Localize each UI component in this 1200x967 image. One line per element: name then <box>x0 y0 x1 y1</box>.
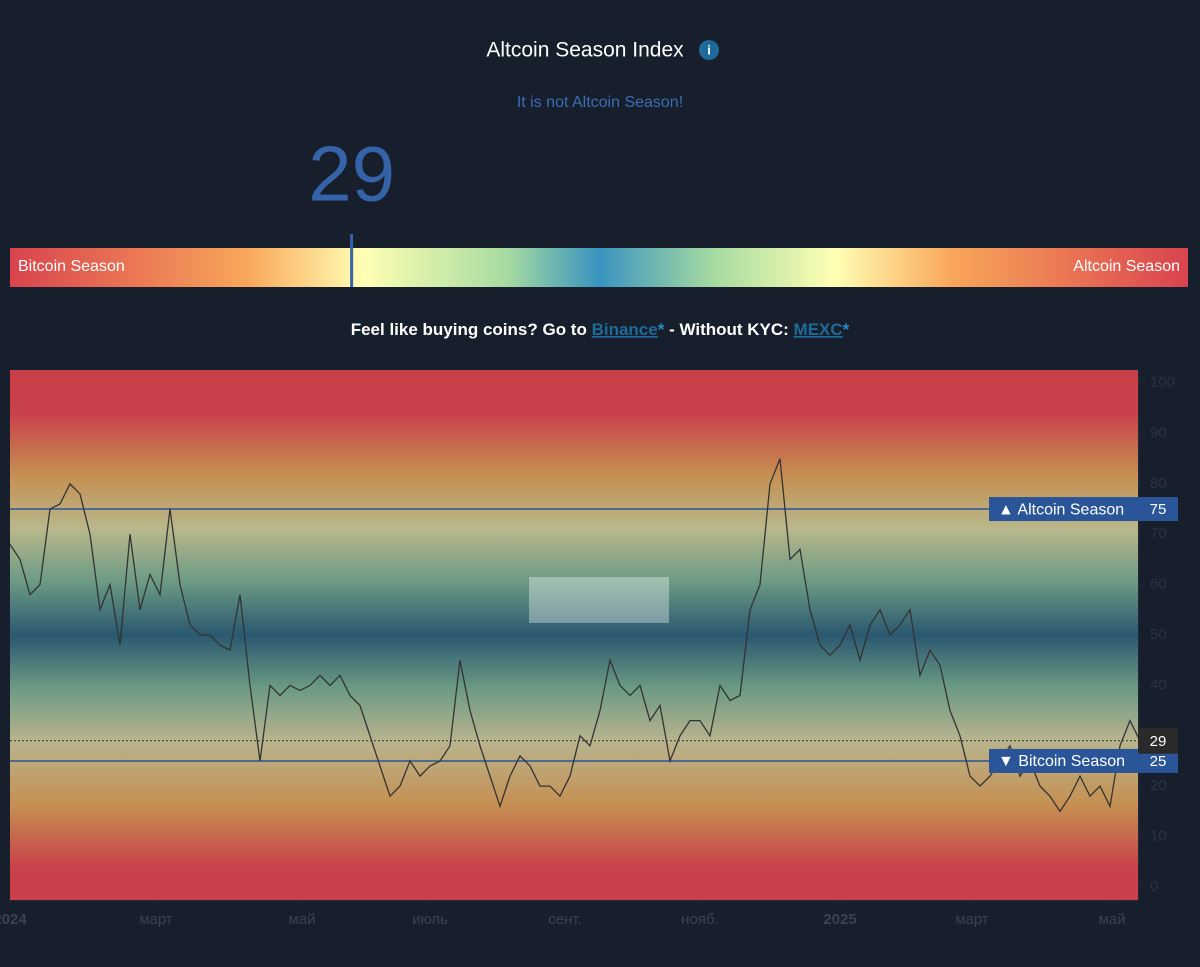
reference-tag: 25 <box>1150 753 1167 770</box>
reference-tag: 75 <box>1150 501 1167 518</box>
y-tick-label: 50 <box>1150 626 1167 643</box>
x-tick-label: май <box>1098 911 1125 928</box>
star: * <box>843 320 850 339</box>
y-tick-label: 10 <box>1150 827 1167 844</box>
reference-label: ▲ Altcoin Season <box>998 501 1124 518</box>
reference-label: ▼ Bitcoin Season <box>998 753 1125 770</box>
series-line <box>10 458 1138 813</box>
gauge-left-label: Bitcoin Season <box>18 258 125 275</box>
x-tick-label: март <box>955 911 989 928</box>
axes: 01020304050607080901002024мартмайиюльсен… <box>0 374 1178 928</box>
x-tick-label: 2025 <box>823 911 856 928</box>
y-tick-label: 90 <box>1150 424 1167 441</box>
x-tick-label: июль <box>412 911 448 928</box>
x-tick-label: 2024 <box>0 911 27 928</box>
y-tick-label: 70 <box>1150 525 1167 542</box>
x-tick-label: нояб. <box>681 911 719 928</box>
plot-background <box>10 370 1138 900</box>
reference-label-box <box>989 497 1138 522</box>
promo: Feel like buying coins? Go to Binance* -… <box>351 320 850 339</box>
promo-text: - Without KYC: <box>664 320 793 339</box>
star: * <box>658 320 665 339</box>
svg-text:i: i <box>707 42 711 57</box>
y-tick-label: 60 <box>1150 576 1167 593</box>
index-value: 29 <box>308 130 395 218</box>
y-tick-label: 0 <box>1150 878 1158 895</box>
title: Altcoin Season Index <box>486 39 684 62</box>
y-tick-label: 40 <box>1150 676 1167 693</box>
x-tick-label: март <box>139 911 173 928</box>
x-tick-label: сент. <box>548 911 582 928</box>
link[interactable]: MEXC <box>794 320 843 339</box>
watermark <box>529 577 669 623</box>
status: It is not Altcoin Season! <box>517 94 683 111</box>
link[interactable]: Binance <box>592 320 658 339</box>
info-icon[interactable]: i <box>699 40 719 60</box>
y-tick-label: 20 <box>1150 777 1167 794</box>
gauge-bar <box>10 248 1188 287</box>
current-tag: 29 <box>1150 733 1167 750</box>
current-tag-box <box>1138 727 1178 754</box>
x-tick-label: май <box>288 911 315 928</box>
gauge-right-label: Altcoin Season <box>1073 258 1180 275</box>
promo-text: Feel like buying coins? Go to <box>351 320 592 339</box>
plot <box>10 458 1138 813</box>
reference-label-box <box>989 748 1138 773</box>
y-tick-label: 80 <box>1150 475 1167 492</box>
reference-tag-box <box>1138 497 1178 522</box>
y-tick-label: 100 <box>1150 374 1175 391</box>
